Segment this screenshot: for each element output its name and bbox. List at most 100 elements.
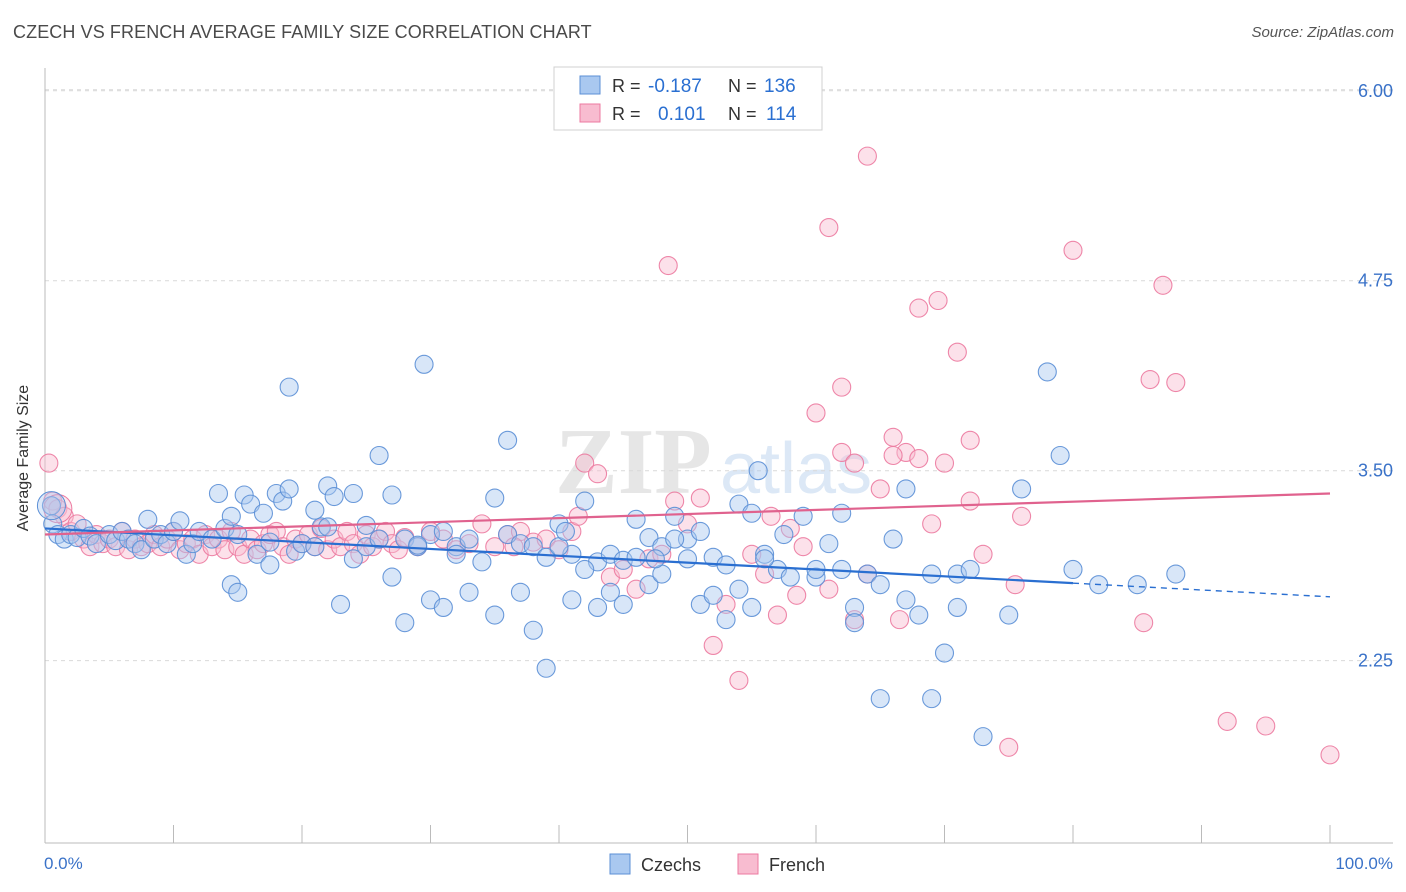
watermark-atlas: atlas (720, 429, 872, 509)
czech-point (973, 727, 993, 747)
czech-point (523, 537, 543, 557)
czech-point (36, 491, 66, 521)
czech-point (613, 594, 633, 614)
bottom-legend-swatch-french (737, 853, 759, 875)
french-point (973, 544, 993, 564)
czech-point (247, 544, 267, 564)
czech-point (459, 529, 479, 549)
y-tick-label: 3.50 (1358, 461, 1393, 481)
french-point (1012, 506, 1032, 526)
czech-point (806, 567, 826, 587)
french-point (575, 453, 595, 473)
czech-point (575, 491, 595, 511)
french-point (819, 579, 839, 599)
czech-point (266, 483, 286, 504)
czech-point (716, 610, 736, 630)
czech-point (408, 535, 428, 555)
czech-point (999, 605, 1019, 625)
french-point (1217, 711, 1237, 731)
czech-point (555, 521, 575, 542)
czech-point (883, 529, 903, 549)
czech-point (472, 552, 492, 572)
czech-point (909, 605, 929, 625)
legend-swatch-french (579, 103, 601, 123)
bottom-legend-french: French (769, 855, 825, 875)
french-point (793, 537, 813, 557)
y-tick-label: 4.75 (1358, 271, 1393, 291)
czech-point (870, 575, 890, 595)
french-point (1134, 613, 1154, 633)
czech-point (960, 559, 980, 580)
czech-point (260, 555, 280, 575)
legend-r-french: 0.101 (658, 104, 706, 125)
french-point (832, 442, 852, 463)
czech-point (305, 537, 325, 557)
legend-n-czech: 136 (764, 76, 796, 97)
legend-n-label-czech: N = (728, 76, 757, 96)
czech-point (1012, 479, 1032, 499)
czech-point (742, 597, 762, 618)
czech-point (844, 597, 865, 618)
czech-point (896, 590, 916, 610)
french-point (928, 290, 948, 311)
french-point (1063, 240, 1083, 260)
czech-point (170, 511, 190, 531)
czech-point (549, 514, 569, 534)
czech-point (587, 597, 608, 618)
french-point (375, 521, 396, 542)
czech-point (176, 544, 196, 564)
axes (44, 68, 1393, 844)
czech-trend-line (44, 527, 1074, 585)
czech-point (343, 549, 363, 569)
french-point (960, 491, 980, 511)
czech-point (459, 582, 479, 602)
czech-point (1166, 564, 1186, 584)
czech-point (305, 500, 325, 520)
czech-point (575, 559, 595, 580)
czech-point (562, 590, 582, 610)
czech-point (221, 506, 241, 526)
x-tick-max: 100.0% (1335, 854, 1393, 873)
czech-point (626, 509, 646, 529)
czech-point (523, 620, 543, 640)
gridlines (45, 89, 1393, 662)
french-point (658, 255, 678, 276)
legend-n-french: 114 (766, 104, 797, 125)
y-tick-labels: 2.25 3.50 4.75 6.00 (1358, 81, 1393, 671)
czech-point (1050, 445, 1070, 466)
french-point (1256, 716, 1276, 736)
czech-point (665, 529, 685, 549)
czech-point (626, 547, 646, 567)
czech-point (665, 506, 685, 526)
bottom-legend-swatch-czech (609, 853, 631, 875)
czech-point (382, 567, 402, 587)
czech-point (1063, 559, 1083, 580)
french-point (767, 605, 788, 625)
czech-point (729, 579, 749, 599)
czech-point (221, 575, 241, 595)
source-label: Source: ZipAtlas.com (1251, 24, 1394, 41)
french-point (806, 403, 826, 423)
french-points (39, 146, 1340, 765)
french-point (1140, 369, 1160, 390)
czech-point (228, 582, 248, 602)
czech-trend-extension (1072, 582, 1331, 598)
czech-point (922, 689, 942, 709)
french-point (870, 479, 890, 499)
french-point (703, 635, 723, 656)
czech-point (857, 564, 877, 584)
czech-point (755, 544, 775, 564)
czech-point (414, 354, 434, 374)
czech-point (896, 479, 916, 499)
y-tick-label: 6.00 (1358, 81, 1393, 101)
czech-point (793, 506, 813, 526)
french-point (922, 514, 942, 534)
czech-point (131, 540, 151, 560)
czech-point (318, 476, 338, 496)
czech-points (36, 354, 1186, 747)
czech-point (395, 613, 415, 633)
czech-point (485, 488, 505, 508)
czech-point (208, 483, 229, 504)
french-point (883, 445, 903, 466)
correlation-legend: R = -0.187 N = 136 R = 0.101 N = 114 (553, 66, 823, 131)
